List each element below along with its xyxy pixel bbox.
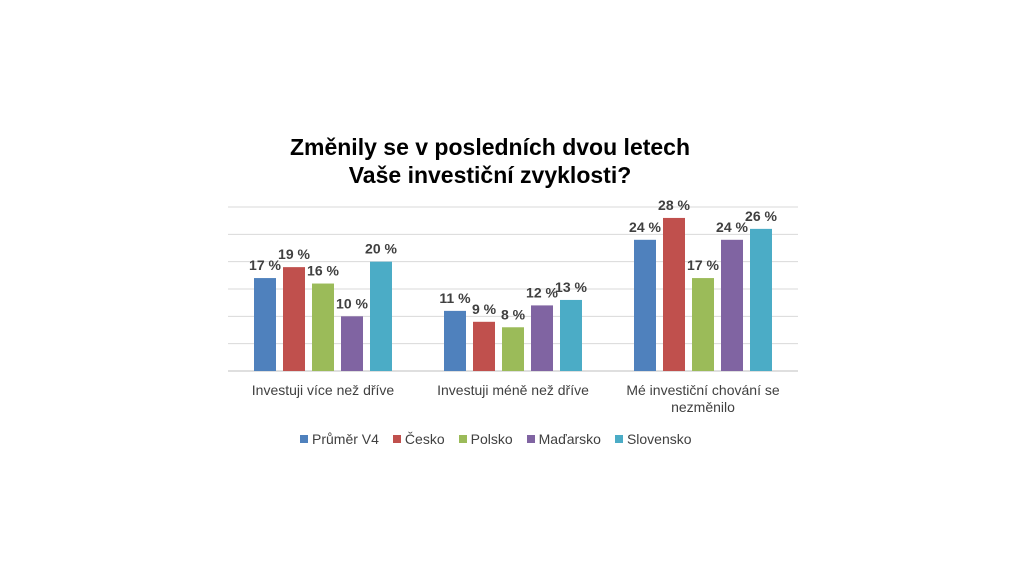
category-label: Investuji méně než dříve <box>437 382 589 398</box>
bar-slovensko-1 <box>560 299 582 371</box>
bar-polsko-1 <box>502 327 524 371</box>
category-label: Mé investiční chování se <box>626 382 780 398</box>
chart-legend: Průměr V4 Česko Polsko Maďarsko Slovensko <box>300 431 692 447</box>
legend-label: Průměr V4 <box>312 431 379 447</box>
legend-item: Slovensko <box>614 431 692 447</box>
bar-česko-2 <box>663 217 685 371</box>
bar-polsko-0 <box>312 283 334 371</box>
data-label: 24 % <box>629 219 661 235</box>
legend-label: Maďarsko <box>538 431 601 447</box>
data-label: 17 % <box>249 257 281 273</box>
legend-swatch <box>458 435 467 443</box>
bar-slovensko-2 <box>750 228 772 371</box>
bar-česko-0 <box>283 267 305 371</box>
category-label: nezměnilo <box>671 399 735 415</box>
legend-item: Česko <box>392 431 445 447</box>
data-label: 8 % <box>501 306 526 322</box>
data-label: 11 % <box>439 290 471 306</box>
data-label: 19 % <box>278 246 310 262</box>
data-label: 26 % <box>745 208 777 224</box>
data-label: 20 % <box>365 241 397 257</box>
data-label: 28 % <box>658 197 690 213</box>
bar-průměr-v4-1 <box>444 310 466 371</box>
bar-průměr-v4-0 <box>254 278 276 371</box>
data-label: 24 % <box>716 219 748 235</box>
legend-item: Maďarsko <box>526 431 601 447</box>
data-label: 10 % <box>336 295 368 311</box>
bar-maďarsko-0 <box>341 316 363 371</box>
legend-swatch <box>300 435 308 443</box>
data-label: 9 % <box>472 301 497 317</box>
bar-slovensko-0 <box>370 261 392 371</box>
bar-průměr-v4-2 <box>634 239 656 371</box>
legend-swatch <box>614 435 623 443</box>
legend-item: Průměr V4 <box>300 431 379 447</box>
chart-title-line-2: Vaše investiční zvyklosti? <box>348 162 632 188</box>
bar-polsko-2 <box>692 278 714 371</box>
data-label: 16 % <box>307 263 339 279</box>
data-label: 13 % <box>555 279 587 295</box>
bar-maďarsko-2 <box>721 239 743 371</box>
legend-label: Slovensko <box>626 431 692 447</box>
data-label: 12 % <box>526 284 558 300</box>
bar-česko-1 <box>473 321 495 371</box>
data-label: 17 % <box>687 257 719 273</box>
legend-swatch <box>526 435 535 443</box>
legend-swatch <box>392 435 401 443</box>
legend-item: Polsko <box>458 431 513 447</box>
bar-maďarsko-1 <box>531 305 553 371</box>
legend-label: Česko <box>404 431 445 447</box>
chart-title: Změnily se v posledních dvou letech Vaše… <box>230 133 750 189</box>
legend-label: Polsko <box>470 431 513 447</box>
chart-title-line-1: Změnily se v posledních dvou letech <box>289 134 691 160</box>
category-label: Investuji více než dříve <box>252 382 395 398</box>
